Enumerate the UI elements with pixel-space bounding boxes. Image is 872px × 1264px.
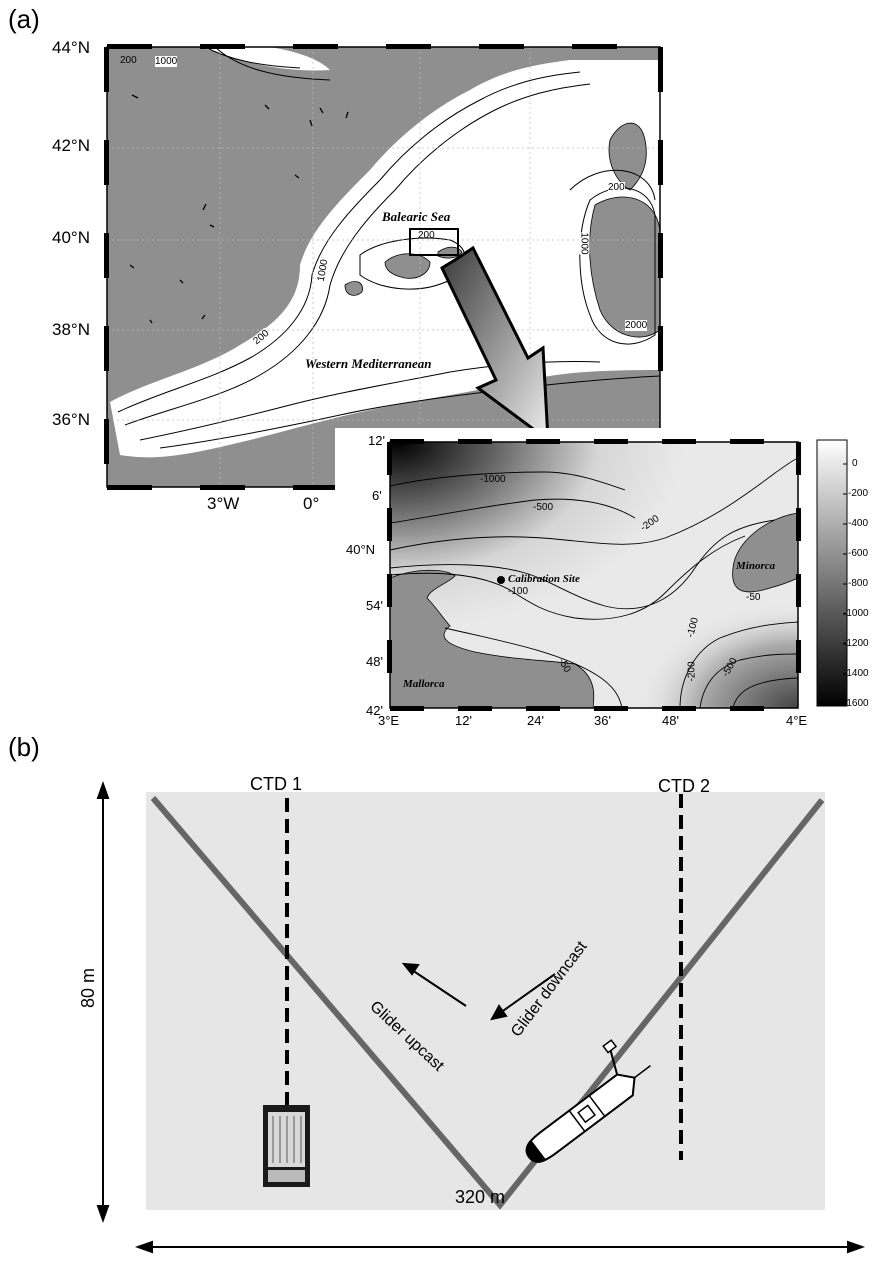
colorbar-tick: -200 bbox=[848, 488, 869, 499]
inset-contour-label: -1000 bbox=[480, 474, 506, 485]
zoom-box bbox=[409, 228, 459, 256]
corsica bbox=[608, 122, 647, 191]
colorbar-tick: -600 bbox=[848, 548, 869, 559]
inset-lat-48: 48' bbox=[366, 654, 383, 669]
lat-label-38: 38°N bbox=[52, 320, 90, 339]
downcast-arrow bbox=[499, 973, 556, 1014]
ibiza-small bbox=[344, 281, 363, 296]
inset-lat-12: 12' bbox=[368, 433, 385, 448]
calibration-site-label: Calibration Site bbox=[508, 573, 580, 585]
lat-label-44: 44°N bbox=[52, 38, 90, 57]
mallorca-label: Mallorca bbox=[403, 678, 445, 690]
inset-contour-label: -500 bbox=[533, 502, 554, 513]
inset-lat-40n: 40°N bbox=[346, 542, 376, 557]
inset-lat-54: 54' bbox=[366, 598, 383, 613]
colorbar-tick: 0 bbox=[852, 458, 858, 469]
colorbar-tick: -1200 bbox=[843, 638, 869, 649]
inset-lon-36: 36' bbox=[594, 713, 611, 728]
minorca-label: Minorca bbox=[736, 560, 776, 572]
contour-label: 200 bbox=[608, 182, 625, 193]
inset-lat-42: 42' bbox=[366, 703, 383, 718]
contour-label: 200 bbox=[120, 55, 137, 66]
contour-label: 1000 bbox=[578, 232, 590, 255]
calibration-site-marker bbox=[497, 576, 505, 584]
contour-label: 200 bbox=[418, 230, 435, 241]
colorbar bbox=[816, 439, 848, 707]
inset-lat-6: 6' bbox=[372, 488, 382, 503]
western-med-label: Western Mediterranean bbox=[305, 356, 432, 371]
colorbar-tick: -800 bbox=[848, 578, 869, 589]
ctd1-label: CTD 1 bbox=[250, 774, 303, 794]
inset-lon-4e: 4°E bbox=[786, 713, 808, 728]
glider bbox=[525, 1039, 651, 1163]
lat-label-42: 42°N bbox=[52, 136, 90, 155]
contour-label: 2000 bbox=[625, 320, 648, 331]
water-column bbox=[146, 792, 825, 1210]
lon-label-0: 0° bbox=[303, 494, 320, 513]
inset-contour-label: -50 bbox=[746, 592, 761, 603]
western-mediterranean-map bbox=[104, 44, 663, 490]
glider-path bbox=[150, 796, 825, 1210]
colorbar-tick: -400 bbox=[848, 518, 869, 529]
lat-label-36: 36°N bbox=[52, 410, 90, 429]
colorbar-tick: -1600 bbox=[843, 698, 869, 709]
colorbar-tick: -1000 bbox=[843, 608, 869, 619]
inset-minorca bbox=[732, 512, 799, 593]
inset-bathymetry-map bbox=[335, 428, 872, 728]
inset-contour-label: -100 bbox=[508, 586, 529, 597]
upcast-arrow bbox=[411, 969, 467, 1007]
inset-contour-label: -200 bbox=[686, 661, 698, 682]
height-label: 80 m bbox=[78, 967, 98, 1008]
inset-lon-24: 24' bbox=[527, 713, 544, 728]
balearic-sea-label: Balearic Sea bbox=[382, 209, 451, 224]
inset-lon-3e: 3°E bbox=[378, 713, 400, 728]
width-label: 320 m bbox=[455, 1187, 506, 1207]
inset-lon-12: 12' bbox=[455, 713, 472, 728]
panel-b-label: (b) bbox=[8, 732, 40, 762]
lon-label-3w: 3°W bbox=[207, 494, 240, 513]
ctd2-label: CTD 2 bbox=[658, 776, 711, 796]
glider-calibration-diagram bbox=[96, 781, 865, 1254]
contour-label: 1000 bbox=[155, 56, 178, 67]
panel-a-label: (a) bbox=[8, 4, 40, 34]
colorbar-tick: -1400 bbox=[843, 668, 869, 679]
inset-lon-48: 48' bbox=[662, 713, 679, 728]
sardinia bbox=[589, 196, 661, 338]
ctd-rosette bbox=[263, 1105, 310, 1187]
lat-label-40: 40°N bbox=[52, 228, 90, 247]
